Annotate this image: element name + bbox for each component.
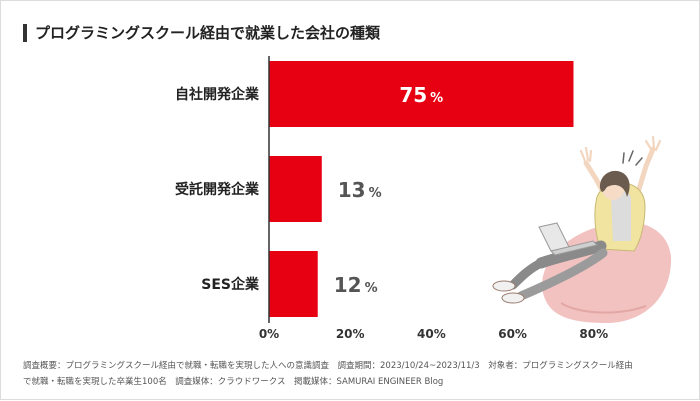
ticks-layer: 0% 20% 40% 60% 80% bbox=[259, 327, 608, 341]
x-tick-label-5: 80% bbox=[579, 327, 608, 341]
bar-3 bbox=[269, 251, 318, 317]
motion-marks bbox=[622, 150, 643, 166]
person-on-beanbag-illustration bbox=[492, 135, 672, 323]
x-tick-label-3: 40% bbox=[417, 327, 446, 341]
chart-title: プログラミングスクール経由で就業した会社の種類 bbox=[35, 24, 381, 42]
category-label-2: 受託開発企業 bbox=[175, 181, 260, 198]
survey-footnote: 調査概要：プログラミングスクール経由で就職・転職を実現した人への意識調査 調査期… bbox=[23, 358, 683, 390]
right-arm bbox=[634, 146, 656, 199]
beanbag-shade bbox=[560, 302, 647, 314]
shirt bbox=[611, 191, 631, 241]
bars-layer bbox=[269, 61, 574, 317]
category-label-1: 自社開発企業 bbox=[175, 86, 260, 103]
left-hand bbox=[579, 146, 593, 163]
right-hand bbox=[644, 135, 662, 152]
bar-1 bbox=[269, 61, 574, 127]
value-label-2: 13% bbox=[338, 178, 382, 202]
hair bbox=[599, 170, 630, 197]
shoe-front bbox=[492, 280, 516, 292]
x-tick-label-2: 20% bbox=[336, 327, 365, 341]
category-label-3: SES企業 bbox=[201, 276, 260, 293]
x-tick-label-1: 0% bbox=[259, 327, 279, 341]
upper-leg bbox=[535, 240, 607, 269]
back-leg bbox=[516, 248, 608, 301]
x-tick-label-4: 60% bbox=[498, 327, 527, 341]
footnote-line-1: 調査概要：プログラミングスクール経由で就職・転職を実現した人への意識調査 調査期… bbox=[23, 361, 633, 371]
laptop-screen bbox=[538, 222, 570, 252]
value-label-1: 75% bbox=[399, 83, 443, 107]
laptop-base bbox=[550, 240, 598, 256]
shoe-back bbox=[501, 292, 525, 304]
footnote-line-2: で就職・転職を実現した卒業生100名 調査媒体：クラウドワークス 掲載媒体：SA… bbox=[23, 377, 444, 387]
lower-leg bbox=[508, 258, 546, 290]
value-label-3: 12% bbox=[334, 273, 378, 297]
labels-layer: 自社開発企業 75 % 受託開発企業 13 % SES企業 12% bbox=[175, 83, 443, 297]
title-accent-bar bbox=[23, 24, 27, 42]
bar-2 bbox=[269, 156, 322, 222]
